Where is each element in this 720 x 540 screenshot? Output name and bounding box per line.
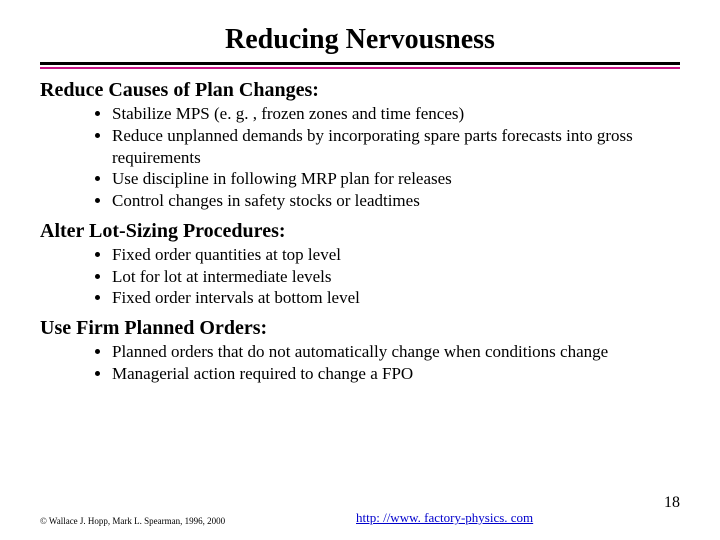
list-item: Managerial action required to change a F…: [112, 363, 680, 385]
section-1: Reduce Causes of Plan Changes: Stabilize…: [40, 79, 680, 212]
title-rule-thick: [40, 62, 680, 65]
section-heading-3: Use Firm Planned Orders:: [40, 317, 680, 340]
list-item: Planned orders that do not automatically…: [112, 341, 680, 363]
list-item: Fixed order quantities at top level: [112, 244, 680, 266]
list-item: Use discipline in following MRP plan for…: [112, 168, 680, 190]
footer-link-wrap: http: //www. factory-physics. com: [225, 510, 664, 526]
page-number: 18: [664, 494, 680, 512]
slide: Reducing Nervousness Reduce Causes of Pl…: [0, 0, 720, 540]
title-block: Reducing Nervousness: [40, 24, 680, 69]
section-2: Alter Lot-Sizing Procedures: Fixed order…: [40, 220, 680, 309]
source-link[interactable]: http: //www. factory-physics. com: [356, 510, 533, 525]
bullet-list-2: Fixed order quantities at top level Lot …: [40, 244, 680, 309]
list-item: Reduce unplanned demands by incorporatin…: [112, 125, 680, 169]
bullet-list-3: Planned orders that do not automatically…: [40, 341, 680, 385]
section-heading-2: Alter Lot-Sizing Procedures:: [40, 220, 680, 243]
list-item: Control changes in safety stocks or lead…: [112, 190, 680, 212]
list-item: Lot for lot at intermediate levels: [112, 266, 680, 288]
section-heading-1: Reduce Causes of Plan Changes:: [40, 79, 680, 102]
bullet-list-1: Stabilize MPS (e. g. , frozen zones and …: [40, 103, 680, 212]
list-item: Fixed order intervals at bottom level: [112, 287, 680, 309]
list-item: Stabilize MPS (e. g. , frozen zones and …: [112, 103, 680, 125]
slide-title: Reducing Nervousness: [40, 24, 680, 56]
footer: © Wallace J. Hopp, Mark L. Spearman, 199…: [40, 508, 680, 526]
section-3: Use Firm Planned Orders: Planned orders …: [40, 317, 680, 385]
title-rule-thin: [40, 67, 680, 69]
copyright-text: © Wallace J. Hopp, Mark L. Spearman, 199…: [40, 516, 225, 526]
